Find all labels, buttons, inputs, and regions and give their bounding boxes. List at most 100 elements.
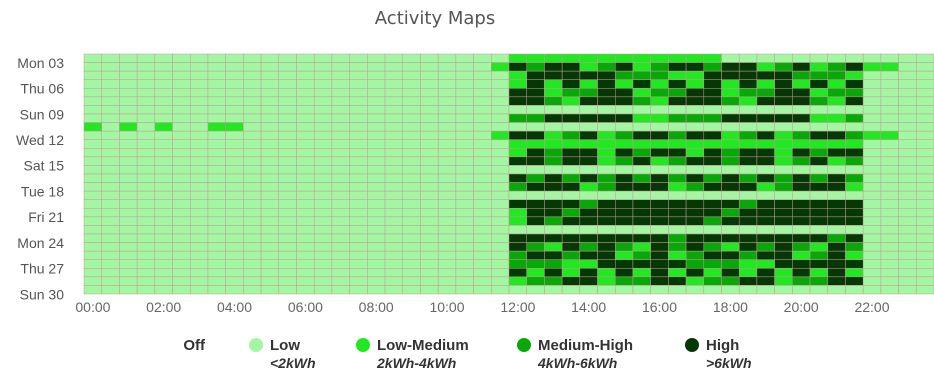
heatmap-cell (101, 62, 120, 72)
heatmap-cell (738, 208, 758, 218)
heatmap-cell (526, 276, 545, 286)
heatmap-cell (615, 139, 634, 149)
heatmap-cell (384, 216, 404, 226)
heatmap-cell (402, 105, 421, 115)
heatmap-cell (650, 233, 669, 243)
heatmap-cell (508, 225, 527, 235)
legend-item[interactable]: Off (183, 337, 206, 354)
heatmap-cell (101, 276, 120, 286)
heatmap-cell (597, 130, 616, 140)
heatmap-cell (792, 96, 811, 106)
heatmap-cell (420, 268, 439, 278)
heatmap-cell (491, 182, 510, 192)
heatmap-cell (190, 156, 209, 166)
heatmap-cell (420, 173, 439, 183)
heatmap-cell (119, 113, 138, 123)
heatmap-cell (544, 190, 563, 200)
heatmap-cell (862, 165, 882, 175)
heatmap-cell (172, 250, 191, 260)
heatmap-cell (260, 216, 280, 226)
heatmap-cell (367, 208, 386, 218)
heatmap-cell (260, 276, 280, 286)
heatmap-cell (331, 190, 350, 200)
heatmap-cell (668, 285, 687, 295)
legend-item[interactable]: High>6kWh (685, 337, 752, 371)
heatmap-cell (526, 122, 545, 132)
legend-range: 4kWh-6kWh (537, 355, 617, 371)
heatmap-cell (508, 250, 527, 260)
heatmap-cell (367, 190, 386, 200)
heatmap-cell (278, 225, 297, 235)
heatmap-cell (898, 182, 917, 192)
heatmap-cell (207, 268, 226, 278)
legend-item[interactable]: Low<2kWh (249, 337, 316, 371)
heatmap-cell (83, 105, 102, 115)
heatmap-cell (83, 233, 102, 243)
heatmap-cell (898, 70, 917, 80)
heatmap-cell (809, 285, 828, 295)
heatmap-cell (384, 79, 404, 89)
heatmap-cell (119, 190, 138, 200)
y-axis-label: Sun 30 (20, 286, 65, 302)
heatmap-cell (703, 190, 722, 200)
heatmap-cell (650, 122, 669, 132)
heatmap-cell (703, 62, 722, 72)
heatmap-cell (774, 199, 793, 209)
heatmap-cell (278, 208, 297, 218)
heatmap-cell (154, 182, 173, 192)
heatmap-cell (313, 130, 333, 140)
heatmap-cell (207, 208, 226, 218)
heatmap-cell (721, 216, 740, 226)
heatmap-cell (526, 242, 545, 252)
heatmap-cell (544, 156, 563, 166)
heatmap-cell (809, 165, 828, 175)
heatmap-cell (756, 173, 775, 183)
heatmap-cell (225, 105, 244, 115)
heatmap-cell (331, 276, 350, 286)
heatmap-cell (473, 148, 492, 158)
heatmap-cell (774, 242, 793, 252)
heatmap-cell (154, 216, 173, 226)
heatmap-cell (544, 130, 563, 140)
heatmap-cell (721, 199, 740, 209)
heatmap-cell (579, 88, 598, 98)
heatmap-cell (473, 199, 492, 209)
heatmap-cell (756, 233, 775, 243)
heatmap-cell (827, 216, 846, 226)
heatmap-cell (685, 130, 705, 140)
heatmap-cell (491, 156, 510, 166)
heatmap-cell (437, 88, 457, 98)
heatmap-cell (544, 208, 563, 218)
heatmap-cell (172, 268, 191, 278)
heatmap-cell (190, 113, 209, 123)
heatmap-cell (384, 96, 404, 106)
heatmap-cell (668, 225, 687, 235)
heatmap-cell (172, 182, 191, 192)
heatmap-cell (579, 53, 598, 63)
heatmap-cell (668, 250, 687, 260)
heatmap-cell (544, 165, 563, 175)
heatmap-cell (880, 216, 899, 226)
heatmap-cell (83, 268, 102, 278)
heatmap-cell (154, 208, 173, 218)
heatmap-cell (119, 182, 138, 192)
heatmap-cell (225, 79, 244, 89)
heatmap-cell (119, 130, 138, 140)
heatmap-cell (260, 225, 280, 235)
heatmap-cell (136, 113, 156, 123)
heatmap-cell (845, 156, 864, 166)
heatmap-cell (508, 285, 527, 295)
heatmap-cell (402, 233, 421, 243)
heatmap-cell (278, 156, 297, 166)
heatmap-cell (916, 276, 934, 286)
heatmap-cell (420, 113, 439, 123)
heatmap-cell (331, 268, 350, 278)
heatmap-cell (809, 70, 828, 80)
heatmap-cell (845, 173, 864, 183)
heatmap-cell (278, 233, 297, 243)
y-axis-label: Sun 09 (20, 106, 65, 122)
heatmap-cell (685, 53, 705, 63)
heatmap-cell (172, 259, 191, 269)
